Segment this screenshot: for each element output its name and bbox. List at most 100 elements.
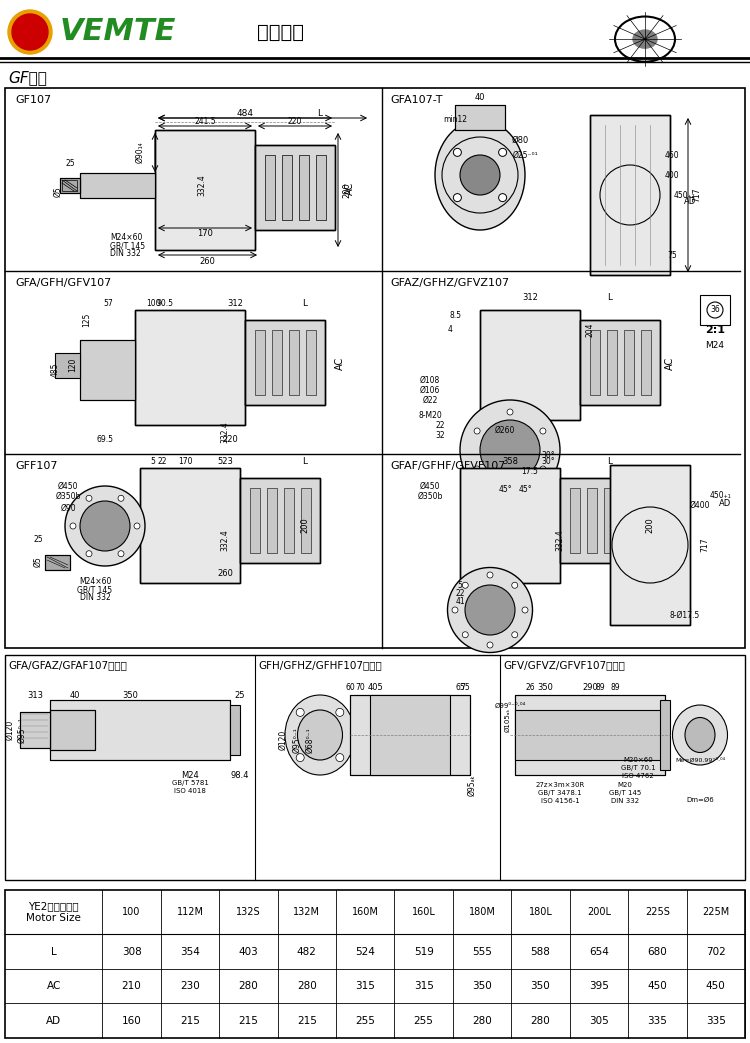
Text: 312: 312 (522, 293, 538, 302)
Ellipse shape (285, 695, 355, 775)
Text: AC: AC (345, 181, 355, 195)
Text: 280: 280 (472, 1016, 492, 1025)
Bar (240, 478, 320, 563)
Bar (135, 310, 245, 425)
Text: GFH/GFHZ/GFHF107输出轴: GFH/GFHZ/GFHF107输出轴 (258, 660, 382, 670)
Text: GFF107: GFF107 (15, 461, 58, 471)
Bar (255, 145, 335, 231)
Text: Ø90₁₄: Ø90₁₄ (136, 141, 145, 163)
Text: DIN 332: DIN 332 (110, 249, 141, 259)
Text: 290: 290 (582, 682, 598, 692)
Text: 717: 717 (700, 538, 709, 552)
Bar (515, 695, 665, 775)
Text: GB/T 70.1: GB/T 70.1 (621, 765, 656, 771)
Bar (50, 710, 95, 750)
Circle shape (507, 485, 513, 491)
Text: 17.5: 17.5 (521, 467, 538, 477)
Bar (60, 178, 80, 193)
Text: 41: 41 (455, 597, 465, 606)
Text: 32: 32 (435, 431, 445, 439)
Bar (624, 330, 634, 395)
Text: M24×60: M24×60 (79, 578, 111, 586)
Bar (455, 105, 505, 130)
Circle shape (86, 495, 92, 502)
Bar (604, 488, 614, 553)
Circle shape (507, 409, 513, 415)
Bar (610, 465, 690, 625)
Text: 30°: 30° (542, 458, 555, 466)
Text: AD: AD (718, 499, 731, 508)
Text: Ø5: Ø5 (34, 557, 43, 567)
Text: AC: AC (665, 357, 675, 369)
Text: ISO 4762: ISO 4762 (622, 773, 654, 779)
Text: Ø5: Ø5 (53, 187, 62, 197)
Text: 315: 315 (414, 981, 434, 991)
Circle shape (474, 428, 480, 434)
Text: 200L: 200L (587, 907, 611, 917)
Text: GFA107-T: GFA107-T (390, 95, 442, 105)
Bar (60, 178, 80, 193)
Text: 8-M20: 8-M20 (419, 411, 442, 419)
Circle shape (540, 466, 546, 472)
Circle shape (522, 607, 528, 613)
Text: 210: 210 (122, 981, 142, 991)
Circle shape (8, 10, 52, 54)
Text: GF系列: GF系列 (8, 71, 46, 86)
Bar (560, 478, 640, 563)
Bar (45, 555, 70, 571)
Text: YE2电机机座号
Motor Size: YE2电机机座号 Motor Size (26, 901, 81, 923)
Text: Ø350b: Ø350b (56, 491, 81, 501)
Bar (50, 700, 230, 760)
Bar (255, 330, 265, 395)
Ellipse shape (65, 486, 145, 566)
Text: 27z×3m×30R: 27z×3m×30R (536, 782, 585, 789)
Ellipse shape (685, 718, 715, 752)
Text: 40: 40 (70, 690, 80, 700)
Circle shape (499, 148, 507, 156)
Text: 654: 654 (589, 947, 609, 956)
Circle shape (487, 642, 493, 648)
Text: GB/T 3478.1: GB/T 3478.1 (538, 790, 582, 796)
Text: 132S: 132S (236, 907, 261, 917)
Text: min12: min12 (443, 116, 467, 124)
Text: 230: 230 (180, 981, 200, 991)
Text: 350: 350 (472, 981, 492, 991)
Text: 45°: 45° (498, 485, 512, 494)
Bar (587, 488, 597, 553)
Text: 65: 65 (455, 682, 465, 692)
Text: GF107: GF107 (15, 95, 51, 105)
Text: 215: 215 (238, 1016, 258, 1025)
Bar (5, 890, 745, 1038)
Circle shape (118, 495, 124, 502)
Circle shape (296, 708, 304, 717)
Text: 524: 524 (356, 947, 375, 956)
Text: GB/T 145: GB/T 145 (110, 242, 146, 250)
Text: VEMTE: VEMTE (60, 18, 176, 47)
Text: DIN 332: DIN 332 (80, 593, 110, 603)
Text: Me=Ø90.99⁺⁰·⁰⁴: Me=Ø90.99⁺⁰·⁰⁴ (675, 757, 725, 762)
Ellipse shape (448, 567, 532, 653)
Text: 225M: 225M (702, 907, 730, 917)
Text: 255: 255 (414, 1016, 434, 1025)
Text: 220: 220 (288, 117, 302, 125)
Bar (515, 695, 665, 775)
Text: 315: 315 (356, 981, 375, 991)
Text: 332.4: 332.4 (197, 174, 206, 196)
Text: 22: 22 (455, 588, 465, 598)
Text: 8.5: 8.5 (450, 312, 462, 320)
Text: 450: 450 (706, 981, 726, 991)
Circle shape (12, 14, 48, 50)
Text: GFA/GFH/GFV107: GFA/GFH/GFV107 (15, 278, 111, 288)
Bar (455, 105, 505, 130)
Text: L: L (608, 457, 613, 465)
Text: 523: 523 (217, 457, 233, 465)
Bar (460, 468, 560, 583)
Circle shape (453, 148, 461, 156)
Text: 25: 25 (235, 690, 245, 700)
Circle shape (296, 754, 304, 761)
Text: 305: 305 (589, 1016, 609, 1025)
Circle shape (474, 466, 480, 472)
Bar (135, 310, 245, 425)
Text: M24: M24 (706, 340, 724, 349)
Text: 335: 335 (647, 1016, 668, 1025)
